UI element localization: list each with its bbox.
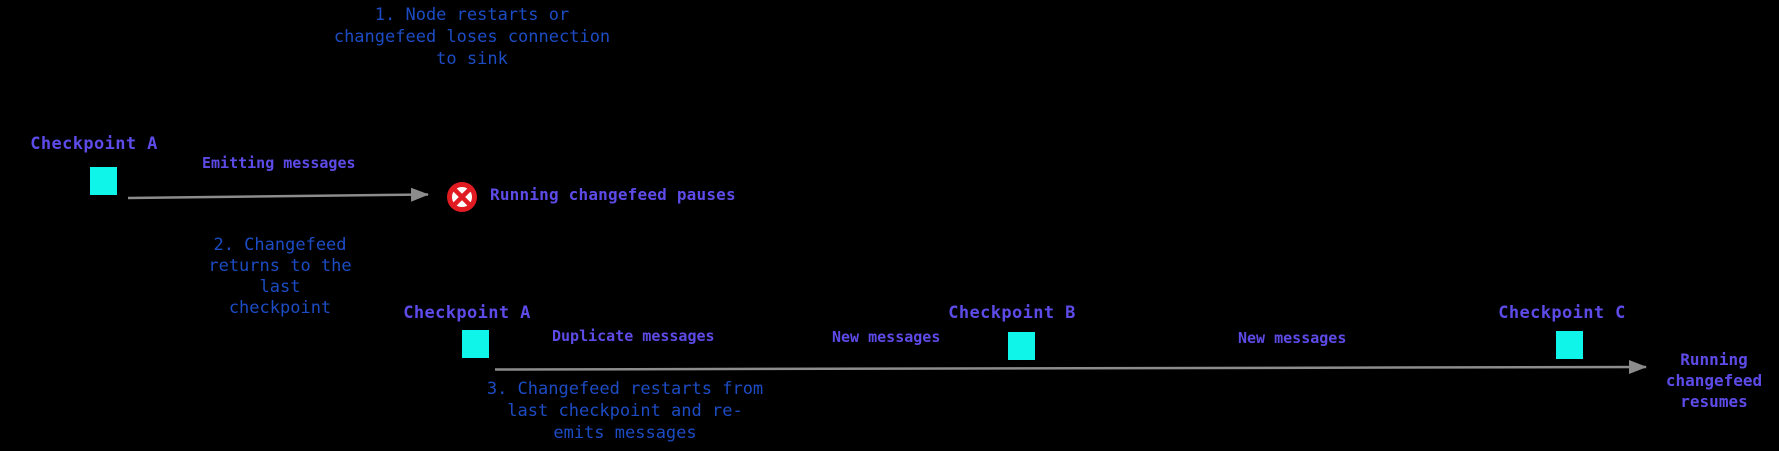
step2-line-3: last [259, 277, 301, 297]
resume-line-3: resumes [1680, 392, 1748, 411]
checkpoint-c-label: Checkpoint C [1498, 303, 1626, 323]
step1-line-3: to sink [436, 49, 508, 69]
timeline1-arrow [127, 187, 429, 202]
emitting-messages-label: Emitting messages [202, 154, 356, 172]
step3-line-2: last checkpoint and re- [507, 401, 743, 421]
step1-line-2: changefeed loses connection [333, 27, 611, 47]
step3-annotation: 3. Changefeed restarts from last checkpo… [485, 378, 765, 444]
new-messages-1-label: New messages [832, 328, 941, 346]
checkpoint-a2-marker [462, 330, 489, 358]
pause-label: Running changefeed pauses [490, 185, 736, 204]
checkpoint-a2-label: Checkpoint A [403, 303, 531, 323]
step2-line-4: checkpoint [228, 298, 332, 318]
crossed-circle-icon [447, 182, 477, 212]
checkpoint-b-label: Checkpoint B [948, 303, 1076, 323]
resume-line-1: Running [1680, 350, 1748, 369]
checkpoint-a1-marker [90, 167, 117, 195]
step1-line-1: 1. Node restarts or [374, 5, 570, 25]
step1-annotation: 1. Node restarts or changefeed loses con… [332, 4, 612, 70]
duplicate-messages-label: Duplicate messages [552, 327, 715, 345]
step3-line-3: emits messages [553, 423, 697, 443]
new-messages-2-label: New messages [1238, 329, 1347, 347]
step2-line-2: returns to the [208, 256, 352, 276]
checkpoint-b-marker [1008, 332, 1035, 360]
step2-line-1: 2. Changefeed [213, 235, 347, 255]
resume-label: Running changefeed resumes [1664, 349, 1764, 412]
timeline2-arrow [494, 360, 1647, 375]
step3-line-1: 3. Changefeed restarts from [486, 379, 764, 399]
checkpoint-c-marker [1556, 331, 1583, 359]
resume-line-2: changefeed [1665, 371, 1763, 390]
step2-annotation: 2. Changefeed returns to the last checkp… [180, 235, 380, 319]
checkpoint-a1-label: Checkpoint A [30, 134, 158, 154]
